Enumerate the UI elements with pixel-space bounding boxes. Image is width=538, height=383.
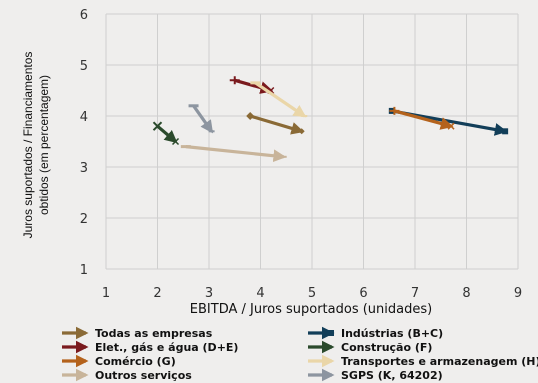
series-sgps-k-64202 [188, 104, 215, 134]
todas-as-empresas-start-point [246, 112, 255, 120]
x-tick-label: 6 [359, 286, 367, 301]
industrias-b-c-end-point [502, 128, 509, 135]
x-tick-label: 2 [153, 286, 161, 301]
legend-item-industrias-b-c: Indústrias (B+C) [308, 326, 443, 340]
x-axis-label: EBITDA / Juros suportados (unidades) [190, 302, 432, 317]
legend-item-comercio-g: Comércio (G) [62, 354, 176, 368]
legend-item-transportes-e-armazenagem-h: Transportes e armazenagem (H) [308, 354, 538, 368]
todas-as-empresas-arrow [249, 114, 305, 135]
elet-gas-e-agua-d-e-start-point [229, 76, 240, 85]
legend-label: Outros serviços [95, 369, 192, 382]
legend-label: Transportes e armazenagem (H) [341, 355, 538, 368]
construcao-f-end-point [171, 137, 180, 146]
legend-item-construcao-f: Construção (F) [308, 340, 432, 354]
legend-label: Todas as empresas [95, 327, 213, 340]
legend-item-todas-as-empresas: Todas as empresas [62, 326, 213, 340]
legend-item-sgps-k-64202: SGPS (K, 64202) [308, 368, 443, 382]
y-axis-label-line-2: obtidos (em percentagem) [37, 75, 51, 215]
y-tick-label: 6 [80, 8, 88, 23]
series-outros-servicos [180, 145, 287, 163]
sgps-k-64202-arrow [192, 104, 214, 134]
todas-as-empresas-end-point [298, 128, 305, 135]
legend: Todas as empresas Indústrias (B+C) Elet., … [62, 326, 538, 382]
legend-label: Comércio (G) [95, 355, 176, 368]
legend-item-elet-gas-e-agua-d-e: Elet., gás e água (D+E) [62, 340, 238, 354]
series-transportes-e-armazenagem-h [250, 81, 308, 118]
x-tick-label: 5 [308, 286, 316, 301]
legend-label: Elet., gás e água (D+E) [95, 341, 238, 354]
y-tick-label: 4 [80, 110, 88, 125]
grid [105, 13, 519, 270]
series-industrias-b-c [388, 107, 509, 136]
tick-labels: 1 2 3 4 5 6 7 8 9 1 2 3 4 5 6 [80, 8, 522, 301]
comercio-g-start-point [389, 106, 400, 115]
y-axis-label-line-1: Juros suportados / Financiamentos [21, 52, 35, 239]
x-tick-label: 4 [256, 286, 264, 301]
y-tick-label: 5 [80, 59, 88, 74]
legend-label: Construção (F) [341, 341, 432, 354]
y-axis-label: Juros suportados / Financiamentos obtido… [21, 52, 51, 239]
comercio-g-arrow [393, 109, 454, 130]
x-tick-label: 3 [205, 286, 213, 301]
comercio-g-end-point [447, 122, 455, 130]
x-tick-label: 1 [102, 286, 110, 301]
series-todas-as-empresas [246, 112, 305, 135]
legend-item-outros-servicos: Outros serviços [62, 368, 192, 382]
legend-swatch-marker [328, 330, 334, 336]
legend-label: Indústrias (B+C) [341, 327, 443, 340]
series-construcao-f [152, 121, 180, 146]
x-tick-label: 8 [462, 286, 470, 301]
y-tick-label: 1 [80, 263, 88, 278]
y-tick-label: 3 [80, 161, 88, 176]
construcao-f-start-point [152, 121, 163, 131]
x-tick-label: 9 [514, 286, 522, 301]
series-layer [152, 76, 509, 163]
legend-label: SGPS (K, 64202) [341, 369, 443, 382]
x-tick-label: 7 [411, 286, 419, 301]
outros-servicos-arrow [185, 145, 287, 163]
y-tick-label: 2 [80, 212, 88, 227]
series-comercio-g [389, 106, 455, 130]
transportes-e-armazenagem-h-arrow [254, 81, 307, 118]
